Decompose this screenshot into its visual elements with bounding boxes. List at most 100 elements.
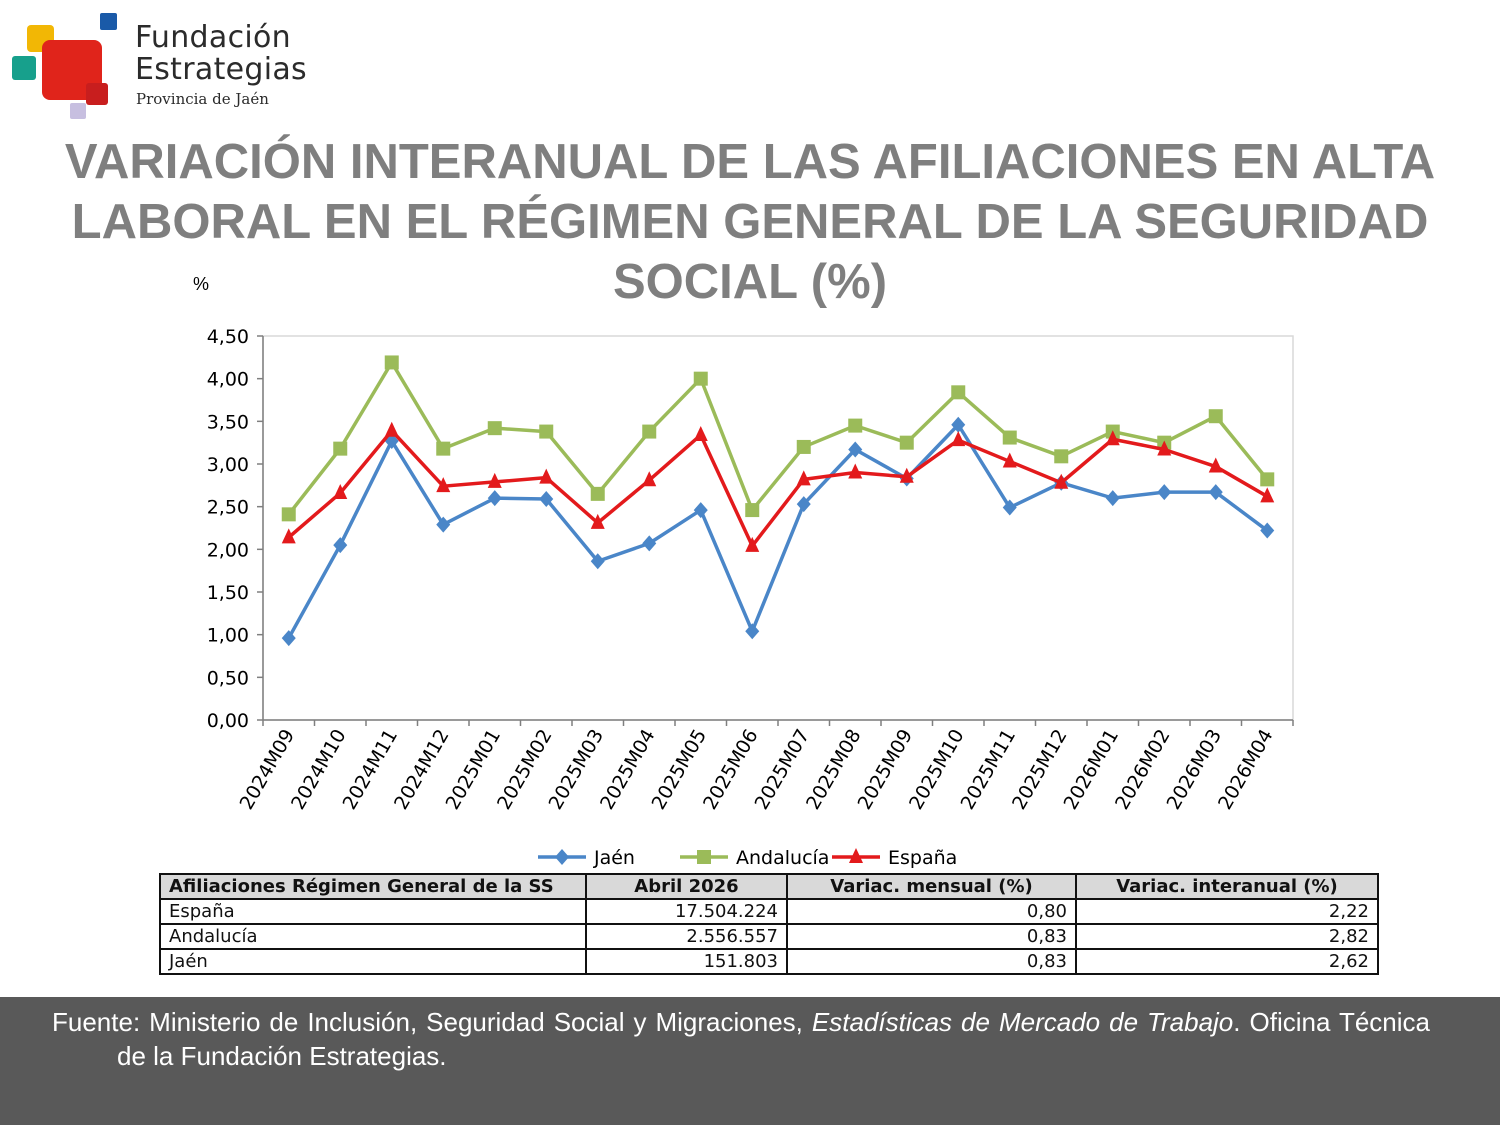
y-tick-label: 4,50 — [207, 326, 249, 348]
table-cell: Andalucía — [159, 923, 587, 950]
series-line — [287, 422, 1269, 639]
table-row: Andalucía 2.556.557 0,83 2,82 — [159, 923, 1379, 950]
table-cell: España — [159, 898, 587, 925]
data-point — [384, 421, 399, 437]
legend-item: Andalucía — [680, 847, 829, 869]
y-tick-label: 4,00 — [207, 369, 249, 391]
table-header: Abril 2026 — [585, 873, 788, 900]
y-tick-label: 3,50 — [207, 411, 249, 433]
table-row: Jaén 151.803 0,83 2,62 — [159, 948, 1379, 975]
data-point — [1260, 487, 1275, 503]
series-group — [281, 355, 1275, 647]
data-point — [848, 463, 863, 479]
y-tick-label: 0,00 — [207, 710, 249, 732]
logo: Fundación Estrategias Provincia de Jaén — [10, 10, 330, 125]
legend-marker — [849, 848, 863, 863]
table-cell: 2,62 — [1075, 948, 1379, 975]
y-tick-label: 3,00 — [207, 454, 249, 476]
data-point — [436, 516, 451, 533]
data-point — [1260, 522, 1275, 539]
data-point — [642, 424, 657, 439]
data-point — [436, 477, 451, 493]
data-point — [848, 441, 863, 458]
x-axis: 2024M092024M102024M112024M122025M012025M… — [236, 719, 1294, 814]
data-point — [642, 535, 657, 552]
data-point — [951, 385, 966, 400]
data-point — [539, 468, 554, 484]
data-point — [1208, 409, 1223, 424]
data-point — [590, 553, 605, 570]
y-tick-label: 2,00 — [207, 539, 249, 561]
series-andalucia — [281, 355, 1275, 522]
data-point — [693, 425, 708, 441]
legend-item: España — [832, 847, 957, 869]
table-header: Variac. interanual (%) — [1075, 873, 1379, 900]
data-point — [539, 490, 554, 507]
series-line — [287, 360, 1269, 516]
data-point — [333, 484, 348, 500]
footer: Fuente: Ministerio de Inclusión, Segurid… — [0, 997, 1500, 1125]
table-header: Variac. mensual (%) — [786, 873, 1077, 900]
table-header: Afiliaciones Régimen General de la SS — [159, 873, 587, 900]
page-title: VARIACIÓN INTERANUAL DE LAS AFILIACIONES… — [64, 135, 1436, 309]
line-chart: % 0,00 0,50 1,00 1,50 2,00 2,50 3,00 3,50 4,00 4,… — [193, 274, 1294, 869]
data-point — [1105, 430, 1120, 446]
logo-name-line2: Estrategias — [135, 52, 307, 87]
logo-subtitle: Provincia de Jaén — [136, 90, 269, 108]
plot-area — [262, 335, 1294, 721]
data-point — [1157, 440, 1172, 456]
data-point — [693, 502, 708, 519]
data-point — [281, 528, 296, 544]
table-cell: 0,80 — [786, 898, 1077, 925]
data-point — [1002, 452, 1017, 468]
data-point — [1054, 449, 1069, 464]
legend-label: Jaén — [593, 847, 635, 869]
legend-label: España — [888, 847, 957, 869]
table-cell: 2.556.557 — [585, 923, 788, 950]
y-axis-label: % — [193, 274, 209, 294]
table-cell: 0,83 — [786, 923, 1077, 950]
series-jaen — [281, 416, 1275, 647]
table-cell: 2,22 — [1075, 898, 1379, 925]
data-point — [384, 355, 399, 370]
logo-mark — [12, 13, 117, 119]
data-point — [745, 503, 760, 518]
data-point — [1260, 472, 1275, 487]
data-point — [796, 496, 811, 513]
legend-label: Andalucía — [736, 847, 829, 869]
table-cell: 151.803 — [585, 948, 788, 975]
data-point — [590, 513, 605, 529]
data-point — [590, 486, 605, 501]
data-point — [1208, 484, 1223, 501]
data-point — [487, 490, 502, 507]
data-point — [436, 441, 451, 456]
source-note: Fuente: Ministerio de Inclusión, Segurid… — [52, 1005, 1430, 1073]
data-point — [642, 471, 657, 487]
legend-item: Jaén — [538, 847, 635, 869]
data-point — [1002, 499, 1017, 516]
data-point — [281, 630, 296, 647]
source-prefix: Fuente: Ministerio de Inclusión, Segurid… — [52, 1007, 812, 1037]
data-point — [899, 467, 914, 483]
data-point — [951, 431, 966, 447]
y-tick-label: 1,50 — [207, 582, 249, 604]
data-point — [693, 371, 708, 386]
data-point — [796, 439, 811, 454]
y-tick-label: 1,00 — [207, 625, 249, 647]
table-cell: 17.504.224 — [585, 898, 788, 925]
data-point — [899, 435, 914, 450]
legend-marker — [555, 849, 569, 865]
data-point — [333, 537, 348, 554]
series-espana — [281, 421, 1275, 552]
data-point — [796, 470, 811, 486]
summary-table: Afiliaciones Régimen General de la SS Ab… — [159, 873, 1379, 975]
table-cell: 0,83 — [786, 948, 1077, 975]
data-point — [1157, 484, 1172, 501]
source-suffix: . Oficina Técnica de la Fundación Estrat… — [117, 1007, 1430, 1071]
table-header-row: Afiliaciones Régimen General de la SS Ab… — [159, 873, 1379, 900]
source-title: Estadísticas de Mercado de Trabajo — [811, 1007, 1234, 1037]
series-line — [287, 428, 1269, 548]
data-point — [745, 536, 760, 552]
data-point — [1208, 457, 1223, 473]
data-point — [1105, 490, 1120, 507]
